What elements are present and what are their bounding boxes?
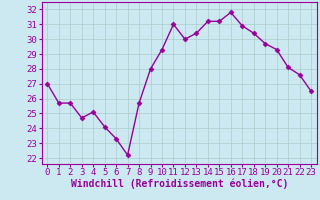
X-axis label: Windchill (Refroidissement éolien,°C): Windchill (Refroidissement éolien,°C) [70, 179, 288, 189]
